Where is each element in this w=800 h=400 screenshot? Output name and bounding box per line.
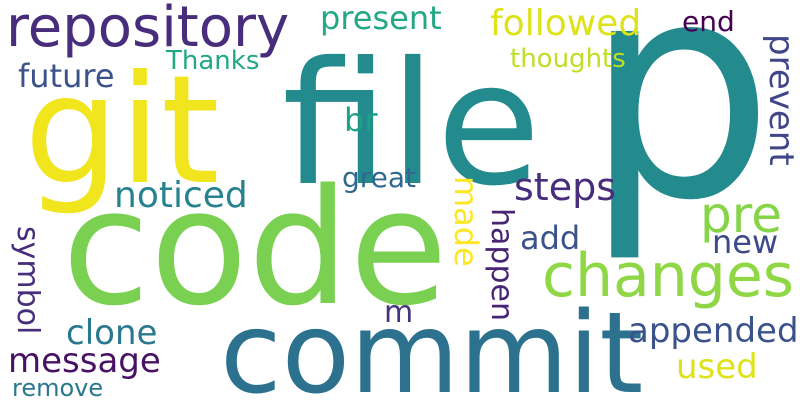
word-appended: appended <box>628 311 799 351</box>
word-m: m <box>384 295 414 330</box>
word-new: new <box>712 223 779 261</box>
word-followed: followed <box>490 3 642 44</box>
word-happen: happen <box>484 208 519 321</box>
word-great: great <box>342 161 417 194</box>
word-file: file <box>282 26 541 224</box>
word-remove: remove <box>12 374 104 400</box>
word-thoughts: thoughts <box>510 44 626 74</box>
word-made: made <box>447 176 485 267</box>
word-end: end <box>682 5 735 38</box>
word-git: git <box>24 44 220 218</box>
word-future: future <box>18 57 115 95</box>
word-thanks: Thanks <box>166 46 260 76</box>
word-present: present <box>320 0 442 37</box>
word-repository: repository <box>6 0 290 60</box>
word-pre: pre <box>700 186 782 244</box>
word-code: code <box>62 154 448 341</box>
word-p: p <box>584 0 775 266</box>
word-used: used <box>676 347 758 387</box>
word-symbol: symbol <box>10 226 45 335</box>
word-clone: clone <box>66 313 158 353</box>
word-message: message <box>8 341 161 381</box>
word-changes: changes <box>542 241 795 311</box>
word-add: add <box>520 219 581 257</box>
word-steps: steps <box>514 165 616 209</box>
word-prevent: prevent <box>761 34 800 166</box>
word-br: br <box>344 101 378 139</box>
word-noticed: noticed <box>114 175 248 216</box>
word-commit: commit <box>220 289 644 400</box>
